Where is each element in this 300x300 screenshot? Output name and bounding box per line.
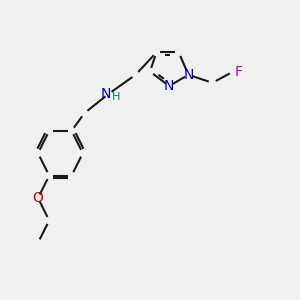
Text: N: N	[164, 79, 174, 93]
Text: N: N	[101, 87, 111, 101]
Text: F: F	[235, 64, 243, 79]
Text: H: H	[112, 92, 120, 102]
Text: N: N	[183, 68, 194, 82]
Text: O: O	[33, 191, 44, 205]
